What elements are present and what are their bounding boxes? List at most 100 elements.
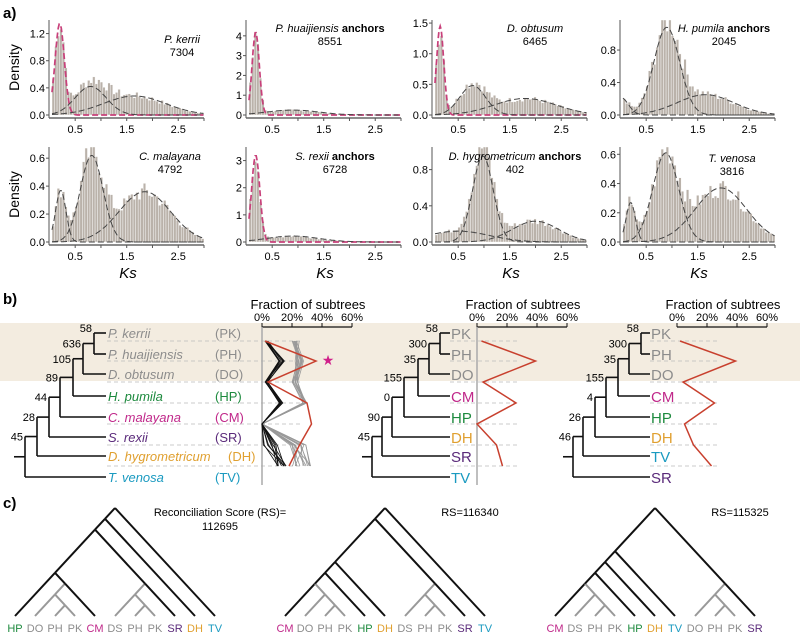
species-name: S. rexii: [295, 151, 329, 163]
star-icon: ★: [322, 352, 335, 368]
histogram-bar: [309, 111, 313, 116]
histogram-bar: [711, 197, 715, 243]
histogram-bar: [548, 102, 552, 116]
histogram-bar: [186, 227, 189, 243]
histogram-bar: [253, 161, 257, 243]
histogram-bar: [475, 165, 479, 243]
y-tick-label: 0.0: [30, 237, 45, 249]
histogram-bar: [668, 19, 672, 116]
taxon-code: DH: [451, 430, 473, 447]
histogram-bar: [706, 90, 710, 116]
histogram-bar: [541, 219, 545, 243]
x-axis-label: Ks: [119, 265, 137, 282]
reconciliation-branch: [424, 604, 436, 617]
histogram-bar: [739, 208, 743, 243]
histogram-bar: [648, 201, 652, 243]
node-support: 26: [569, 412, 581, 424]
histogram-bar: [137, 96, 141, 116]
histogram-bar: [130, 96, 134, 116]
histogram-bar: [89, 146, 93, 243]
x-tick-label: 1.5: [502, 251, 517, 263]
histogram-bar: [714, 195, 717, 243]
histogram-bar: [566, 108, 570, 116]
reconciliation-branch: [614, 507, 656, 552]
leaf-label: PH: [587, 623, 602, 635]
histogram-bar: [155, 101, 159, 116]
reconciliation-branch: [604, 604, 616, 617]
leaf-label: DO: [687, 623, 704, 635]
mixture-component-curve: [52, 191, 204, 243]
histogram-bar: [178, 107, 182, 116]
histogram-bar: [505, 102, 509, 116]
node-support: 58: [80, 323, 92, 335]
histogram-bar: [526, 98, 529, 116]
x-tick-label: 2.5: [554, 251, 569, 263]
taxon-abbreviation: (HP): [215, 389, 242, 404]
histogram-bar: [170, 106, 174, 116]
histogram-bar: [107, 82, 111, 116]
histogram-bar: [571, 109, 575, 116]
node-support: 300: [609, 339, 627, 351]
reconciliation-branch: [324, 593, 336, 606]
leaf-label: PK: [68, 623, 83, 635]
mixture-component-curve: [51, 86, 204, 116]
y-tick-label: 0.8: [413, 165, 428, 177]
reconciliation-branch: [54, 593, 66, 606]
leaf-label: SR: [747, 623, 762, 635]
species-name: T. venosa: [708, 153, 755, 165]
histogram-bar: [140, 98, 144, 116]
node-support: 4: [587, 392, 593, 404]
reconciliation-branch: [94, 528, 146, 585]
y-tick-label: 0.6: [30, 153, 45, 165]
fraction-tick-label: 40%: [311, 312, 333, 324]
leaf-label: DS: [567, 623, 582, 635]
histogram-bar: [676, 180, 679, 243]
histogram-bar: [89, 82, 93, 116]
reconciliation-branch: [584, 572, 596, 585]
histogram-bar: [663, 153, 667, 243]
histogram-bar: [115, 92, 119, 116]
y-tick-label: 0.0: [413, 110, 428, 122]
histogram-bar: [625, 103, 629, 116]
histogram-bar: [744, 107, 748, 116]
histogram-bar: [173, 215, 177, 243]
y-tick-label: 0.4: [601, 179, 616, 191]
reconciliation-branch: [724, 604, 736, 617]
leaf-label: DS: [397, 623, 412, 635]
histogram-bar: [536, 99, 540, 116]
leaf-label: DS: [107, 623, 122, 635]
node-support: 44: [35, 392, 47, 404]
histogram-bar: [99, 81, 103, 116]
y-tick-label: 0.8: [601, 45, 616, 57]
y-tick-label: 0.8: [30, 56, 45, 68]
leaf-label: PK: [438, 623, 453, 635]
histogram-bar: [117, 208, 121, 243]
histogram-bar: [736, 105, 740, 116]
x-tick-label: 1.5: [690, 251, 705, 263]
x-tick-label: 2.5: [368, 124, 383, 136]
taxon-name: S. rexii: [108, 430, 149, 445]
histogram-bar: [110, 194, 114, 243]
x-tick-label: 2.5: [171, 251, 186, 263]
histogram-bar: [528, 219, 532, 243]
reconciliation-branch: [114, 507, 216, 617]
reconciliation-branch: [334, 561, 386, 617]
histogram-bar: [746, 210, 750, 243]
reconciliation-branch: [404, 593, 426, 617]
x-tick-label: 2.5: [742, 124, 757, 136]
taxon-code: CM: [451, 389, 474, 406]
reconciliation-branch: [134, 582, 146, 596]
histogram-bar: [170, 213, 174, 243]
gene-count: 6728: [323, 164, 347, 176]
x-tick-label: 0.5: [265, 251, 280, 263]
histogram-bar: [696, 195, 700, 243]
reconciliation-branch: [374, 507, 386, 520]
histogram-bar: [719, 98, 722, 116]
histogram-bar: [173, 106, 177, 116]
histogram-bar: [84, 86, 88, 116]
histogram-bar: [564, 232, 567, 243]
reconciliation-branch: [114, 593, 136, 617]
reconciliation-branch: [324, 604, 336, 617]
histogram-bar: [569, 235, 572, 243]
